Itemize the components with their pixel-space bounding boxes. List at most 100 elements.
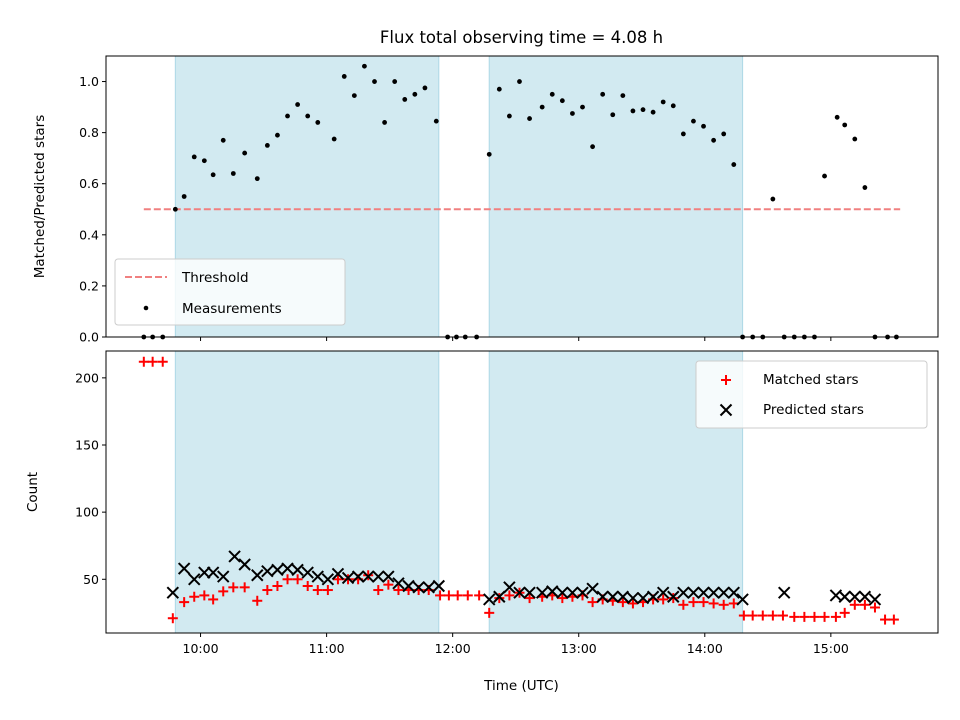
- predicted-star-point: [422, 581, 435, 594]
- measurement-point: [486, 151, 492, 157]
- matched-star-point: [189, 591, 200, 602]
- x-tick-label: 15:00: [813, 641, 849, 656]
- measurement-point: [412, 91, 418, 97]
- measurements-legend-swatch: [143, 305, 149, 311]
- predicted-star-point: [777, 586, 791, 599]
- measurement-point: [372, 79, 377, 84]
- matched-star-point: [627, 598, 638, 609]
- measurement-point: [770, 196, 776, 202]
- matched-star-point: [179, 597, 190, 608]
- y-tick-label: 200: [75, 370, 99, 385]
- measurement-point: [341, 74, 347, 79]
- matched-star-point: [557, 593, 568, 604]
- predicted-star-point: [188, 573, 201, 586]
- y-tick-label: 50: [83, 572, 99, 587]
- ratio-legend: Threshold Measurements: [114, 258, 346, 326]
- matched-star-point: [809, 611, 820, 622]
- matched-star-point: [218, 586, 229, 597]
- predicted-star-point: [281, 562, 294, 575]
- y-tick-label: 150: [75, 438, 99, 453]
- measurement-point: [382, 120, 387, 125]
- predicted-star-point: [535, 586, 549, 599]
- predicted-star-point: [556, 586, 569, 599]
- ratio-panel-ylabel: Matched/Predicted stars: [32, 115, 48, 278]
- predicted-star-point: [727, 586, 740, 599]
- measurement-point: [640, 107, 646, 113]
- predicted-star-point: [483, 593, 496, 606]
- predicted-star-point: [251, 569, 264, 582]
- measurement-point: [862, 185, 868, 190]
- matched-star-point: [688, 597, 699, 608]
- measurement-point: [691, 118, 696, 124]
- measurement-point: [711, 137, 717, 143]
- predicted-star-point: [311, 570, 324, 583]
- measurement-point: [590, 144, 595, 150]
- predicted-star-point: [166, 586, 180, 599]
- measurements-legend-label: Measurements: [182, 301, 282, 317]
- y-tick-label: 0.4: [79, 227, 99, 242]
- y-tick-label: 100: [75, 505, 99, 520]
- measurement-point: [506, 113, 512, 119]
- measurement-point: [242, 150, 248, 156]
- predicted-star-point: [402, 579, 415, 593]
- predicted-star-point: [848, 590, 862, 603]
- measurement-point: [172, 206, 178, 212]
- measurement-point: [362, 63, 367, 69]
- matched-star-point: [332, 574, 343, 585]
- predicted-star-point: [566, 586, 579, 599]
- matched-star-point: [869, 602, 880, 613]
- predicted-star-point: [868, 593, 882, 606]
- matched-star-point: [738, 610, 749, 621]
- matched-star-point: [880, 614, 891, 625]
- measurement-point: [600, 91, 606, 97]
- matched-star-point: [373, 585, 384, 596]
- count-panel-ylabel: Count: [25, 472, 41, 512]
- predicted-star-point: [238, 558, 251, 571]
- matched-star-point: [617, 597, 628, 608]
- matched-star-point: [138, 356, 149, 367]
- matched-star-point: [777, 610, 788, 621]
- ratio-panel: 0.0 0.2 0.4 0.6 0.8 1.0 Matched/Predicted sta…: [32, 55, 939, 345]
- measurement-point: [295, 102, 301, 107]
- predicted-star-point: [667, 590, 680, 603]
- matched-star-point: [167, 613, 178, 624]
- matched-legend-label: Matched stars: [763, 372, 859, 388]
- predicted-star-point: [596, 590, 609, 603]
- predicted-star-point: [858, 590, 872, 603]
- predicted-star-point: [372, 570, 385, 583]
- predicted-star-point: [616, 590, 630, 603]
- predicted-star-point: [271, 563, 284, 577]
- matched-star-point: [678, 599, 689, 610]
- measurement-point: [721, 131, 727, 137]
- predicted-star-point: [493, 590, 506, 603]
- predicted-star-point: [331, 567, 345, 581]
- matched-star-point: [252, 595, 263, 606]
- measurement-point: [230, 171, 236, 176]
- measurement-point: [331, 136, 337, 142]
- matched-star-point: [302, 581, 313, 591]
- predicted-star-point: [217, 570, 230, 583]
- measurement-point: [559, 98, 565, 104]
- predicted-star-point: [586, 582, 599, 595]
- predicted-star-point: [636, 591, 650, 605]
- measurement-point: [527, 116, 532, 121]
- matched-star-point: [789, 611, 800, 622]
- predicted-star-point: [546, 585, 559, 598]
- predicted-star-point: [301, 566, 314, 579]
- ratio-panel-frame: [105, 55, 939, 338]
- matched-star-point: [393, 585, 404, 596]
- chart-title: Flux total observing time = 4.08 h: [380, 28, 663, 47]
- measurement-point: [181, 194, 187, 199]
- predicted-star-point: [606, 590, 619, 603]
- measurement-point: [220, 137, 226, 143]
- matched-star-point: [199, 590, 210, 601]
- matched-star-point: [452, 590, 463, 601]
- matched-star-point: [819, 611, 830, 622]
- predicted-star-point: [503, 581, 516, 594]
- matched-star-point: [228, 582, 239, 593]
- matched-star-point: [443, 590, 454, 601]
- y-tick-label: 0.2: [79, 278, 99, 293]
- matched-star-point: [147, 356, 158, 367]
- measurement-point: [630, 108, 636, 114]
